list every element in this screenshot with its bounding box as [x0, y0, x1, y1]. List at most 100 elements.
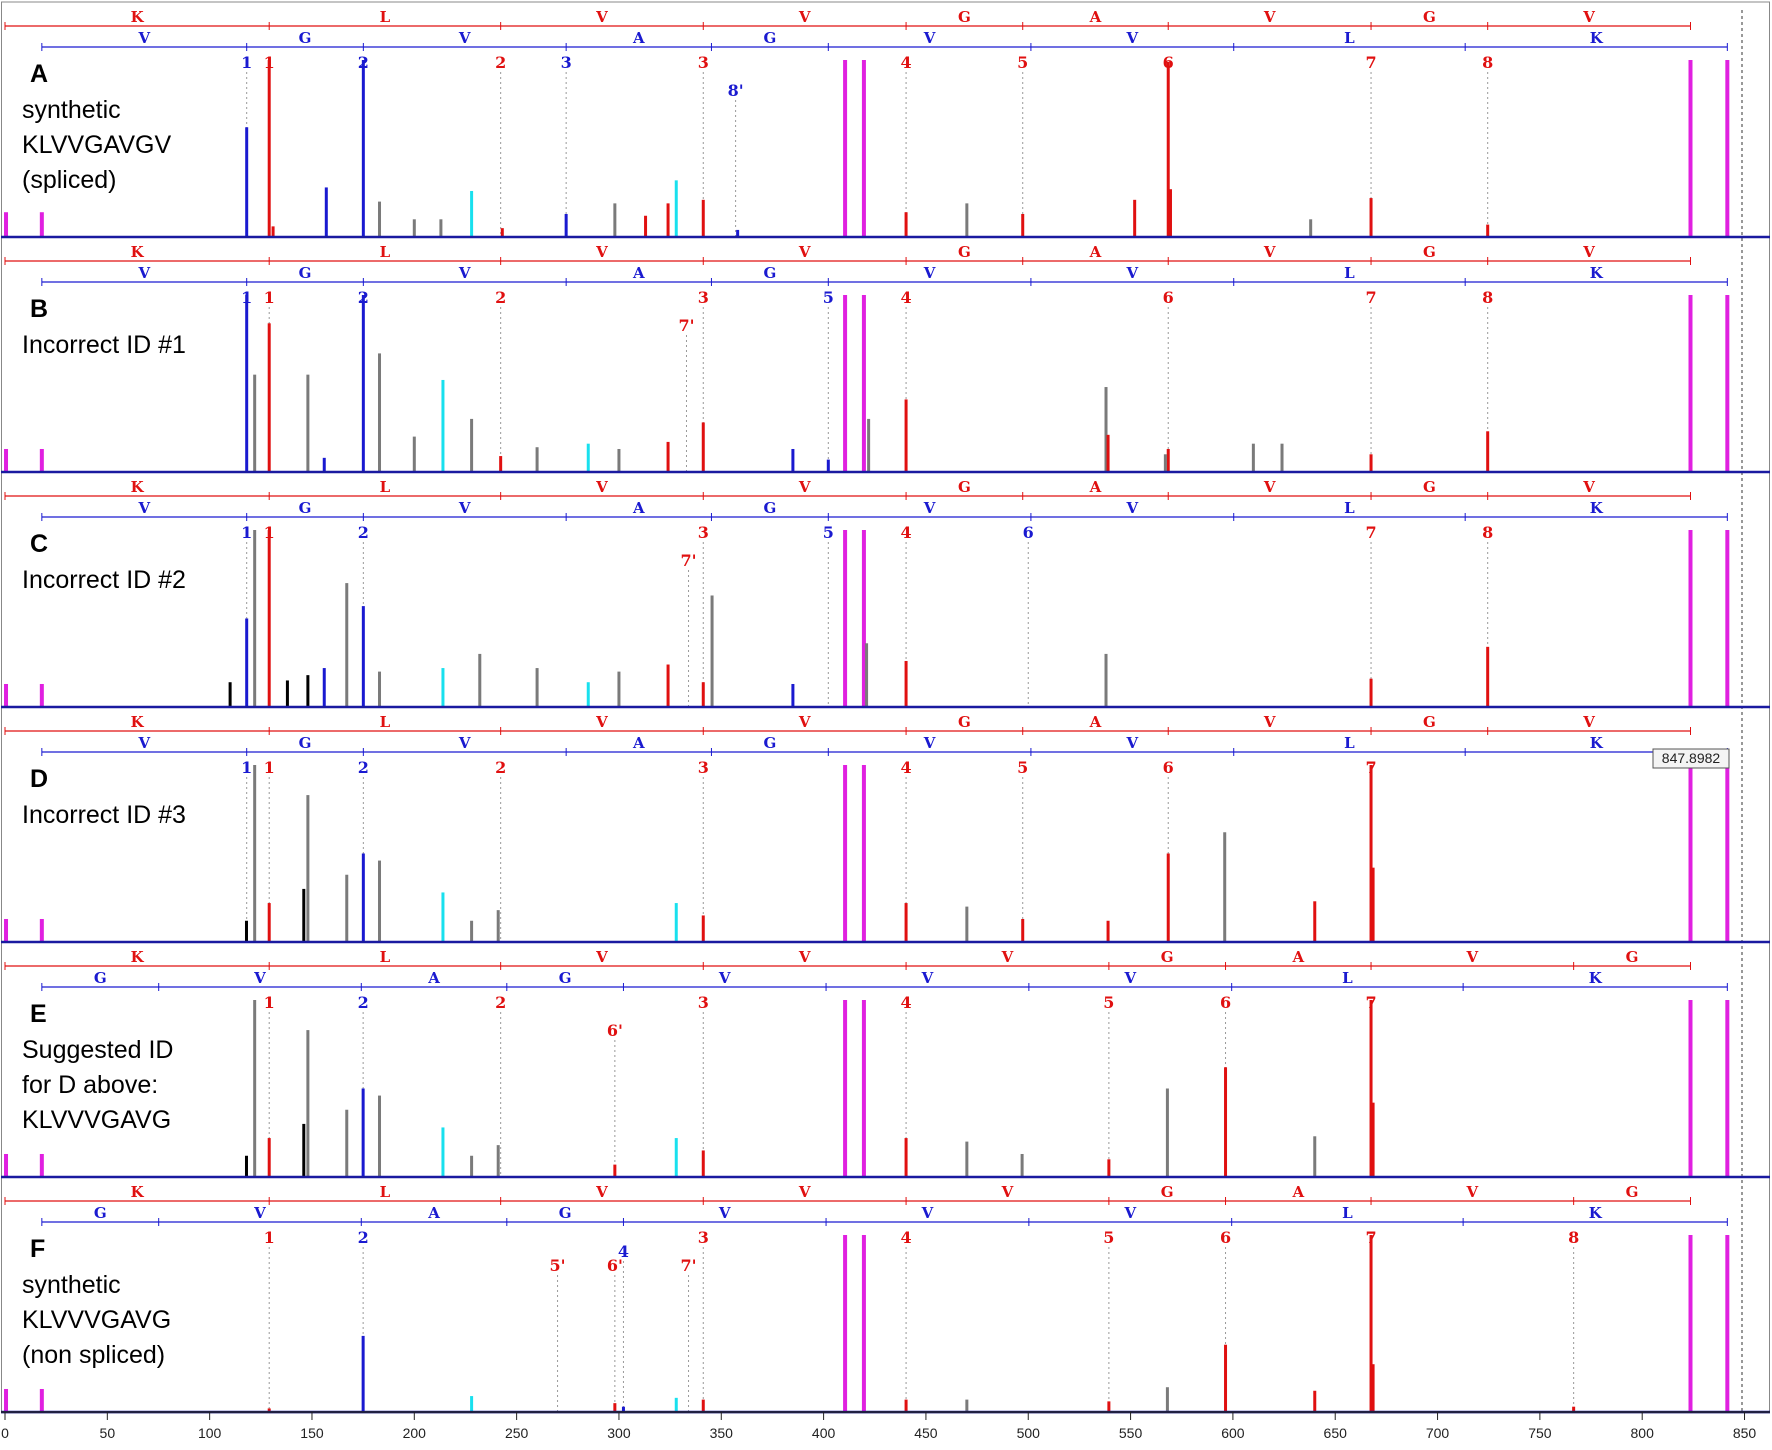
b-residue-label: L: [380, 478, 391, 496]
spectrum-peak: [271, 226, 275, 237]
spectrum-peak: [861, 1000, 866, 1177]
y-residue-label: L: [1342, 1204, 1353, 1222]
spectrum-peak: [39, 683, 44, 707]
spectrum-peak: [617, 448, 621, 472]
fragment-ion-label: 1: [264, 993, 275, 1012]
spectrum-peak: [1021, 213, 1025, 237]
b-residue-label: V: [798, 8, 811, 26]
spectrum-peak: [1224, 1344, 1228, 1412]
x-tick-label: 850: [1733, 1425, 1757, 1441]
fragment-ion-label: 8: [1482, 53, 1493, 72]
fragment-ion-label: 3: [698, 288, 709, 307]
spectrum-peak: [1725, 1235, 1730, 1412]
spectrum-peak: [843, 1235, 848, 1412]
fragment-ion-label: 6: [1220, 993, 1231, 1012]
spectrum-peak: [861, 530, 866, 707]
fragment-ion-label: 3: [698, 1228, 709, 1247]
spectrum-peak: [361, 1335, 365, 1412]
fragment-ion-label: 6: [1220, 1228, 1231, 1247]
b-residue-label: V: [798, 1183, 811, 1201]
spectrum-peak: [361, 295, 365, 472]
b-residue-label: V: [1582, 478, 1595, 496]
y-residue-label: G: [94, 1204, 107, 1222]
spectrum-peak: [613, 1403, 617, 1412]
y-residue-label: G: [763, 264, 776, 282]
y-residue-label: V: [253, 1204, 266, 1222]
panel-description: synthetic: [22, 96, 121, 124]
spectrum-peak: [904, 1138, 908, 1177]
y-residue-label: V: [1123, 1204, 1136, 1222]
spectrum-peak: [674, 180, 678, 237]
mz-readout-box: 847.8982: [1652, 748, 1730, 769]
spectrum-peak: [1369, 765, 1373, 942]
b-residue-label: V: [1001, 1183, 1014, 1201]
spectrum-peak: [267, 1138, 271, 1177]
spectrum-peak: [843, 765, 848, 942]
panel-a: KLVVGAVGVVGVAGVVLK1122338'45678Asyntheti…: [1, 8, 1770, 239]
b-residue-label: G: [1161, 1183, 1174, 1201]
y-residue-label: G: [559, 1204, 572, 1222]
spectrum-peak: [496, 910, 500, 942]
fragment-ion-label: 5: [1017, 758, 1028, 777]
spectrum-peak: [701, 915, 705, 942]
x-tick-label: 600: [1221, 1425, 1245, 1441]
y-residue-label: V: [458, 264, 471, 282]
spectrum-peak: [1725, 530, 1730, 707]
b-residue-label: K: [131, 713, 145, 731]
y-residue-label: A: [632, 734, 645, 752]
spectrum-peak: [586, 682, 590, 707]
spectrum-peak: [1251, 443, 1255, 472]
spectrum-peak: [302, 888, 306, 942]
y-residue-label: K: [1589, 969, 1603, 987]
b-residue-label: K: [131, 948, 145, 966]
spectrum-peak: [965, 1141, 969, 1177]
spectrum-peak: [904, 212, 908, 237]
b-residue-label: L: [380, 8, 391, 26]
spectrum-peak: [361, 606, 365, 707]
spectrum-peak: [1224, 1067, 1228, 1177]
x-tick-label: 400: [812, 1425, 836, 1441]
y-residue-label: G: [94, 969, 107, 987]
y-residue-label: K: [1590, 499, 1604, 517]
spectrum-peak: [345, 583, 349, 707]
y-residue-label: V: [458, 29, 471, 47]
spectrum-peak: [267, 60, 271, 237]
spectrum-peak: [791, 448, 795, 472]
spectrum-peak: [666, 664, 670, 707]
b-residue-label: G: [1626, 948, 1639, 966]
x-tick-label: 200: [403, 1425, 427, 1441]
spectrum-peak: [470, 190, 474, 237]
fragment-ion-label: 2: [358, 993, 369, 1012]
y-residue-label: A: [632, 264, 645, 282]
fragment-ion-label: 3: [698, 758, 709, 777]
panel-description: synthetic: [22, 1271, 121, 1299]
spectrum-peak: [439, 219, 443, 237]
spectrum-peak: [535, 447, 539, 472]
panel-description: KLVVGAVGV: [22, 131, 171, 159]
b-residue-label: V: [1263, 8, 1276, 26]
y-residue-label: A: [632, 499, 645, 517]
x-tick-label: 450: [914, 1425, 938, 1441]
spectrum-peak: [1725, 765, 1730, 942]
b-residue-label: V: [595, 948, 608, 966]
y-residue-label: L: [1342, 969, 1353, 987]
panel-d: KLVVGAVGVVGVAGVVLK112234567DIncorrect ID…: [1, 713, 1770, 944]
fragment-ion-label: 2: [495, 53, 506, 72]
fragment-ion-label: 2: [495, 758, 506, 777]
fragment-ion-label: 1: [241, 53, 252, 72]
y-residue-label: V: [1123, 969, 1136, 987]
spectrum-peak: [245, 127, 249, 237]
fragment-ion-label: 3: [698, 53, 709, 72]
x-tick-label: 50: [100, 1425, 116, 1441]
b-residue-label: G: [1161, 948, 1174, 966]
panel-letter: A: [30, 60, 48, 88]
spectrum-peak: [267, 1408, 271, 1412]
spectrum-peak: [1168, 189, 1172, 237]
fragment-ion-label: 8: [1568, 1228, 1579, 1247]
spectrum-peak: [1313, 1136, 1317, 1177]
fragment-ion-label: 1: [264, 758, 275, 777]
fragment-ion-label: 3: [561, 53, 572, 72]
spectrum-peak: [1725, 60, 1730, 237]
spectrum-peak: [1104, 653, 1108, 707]
